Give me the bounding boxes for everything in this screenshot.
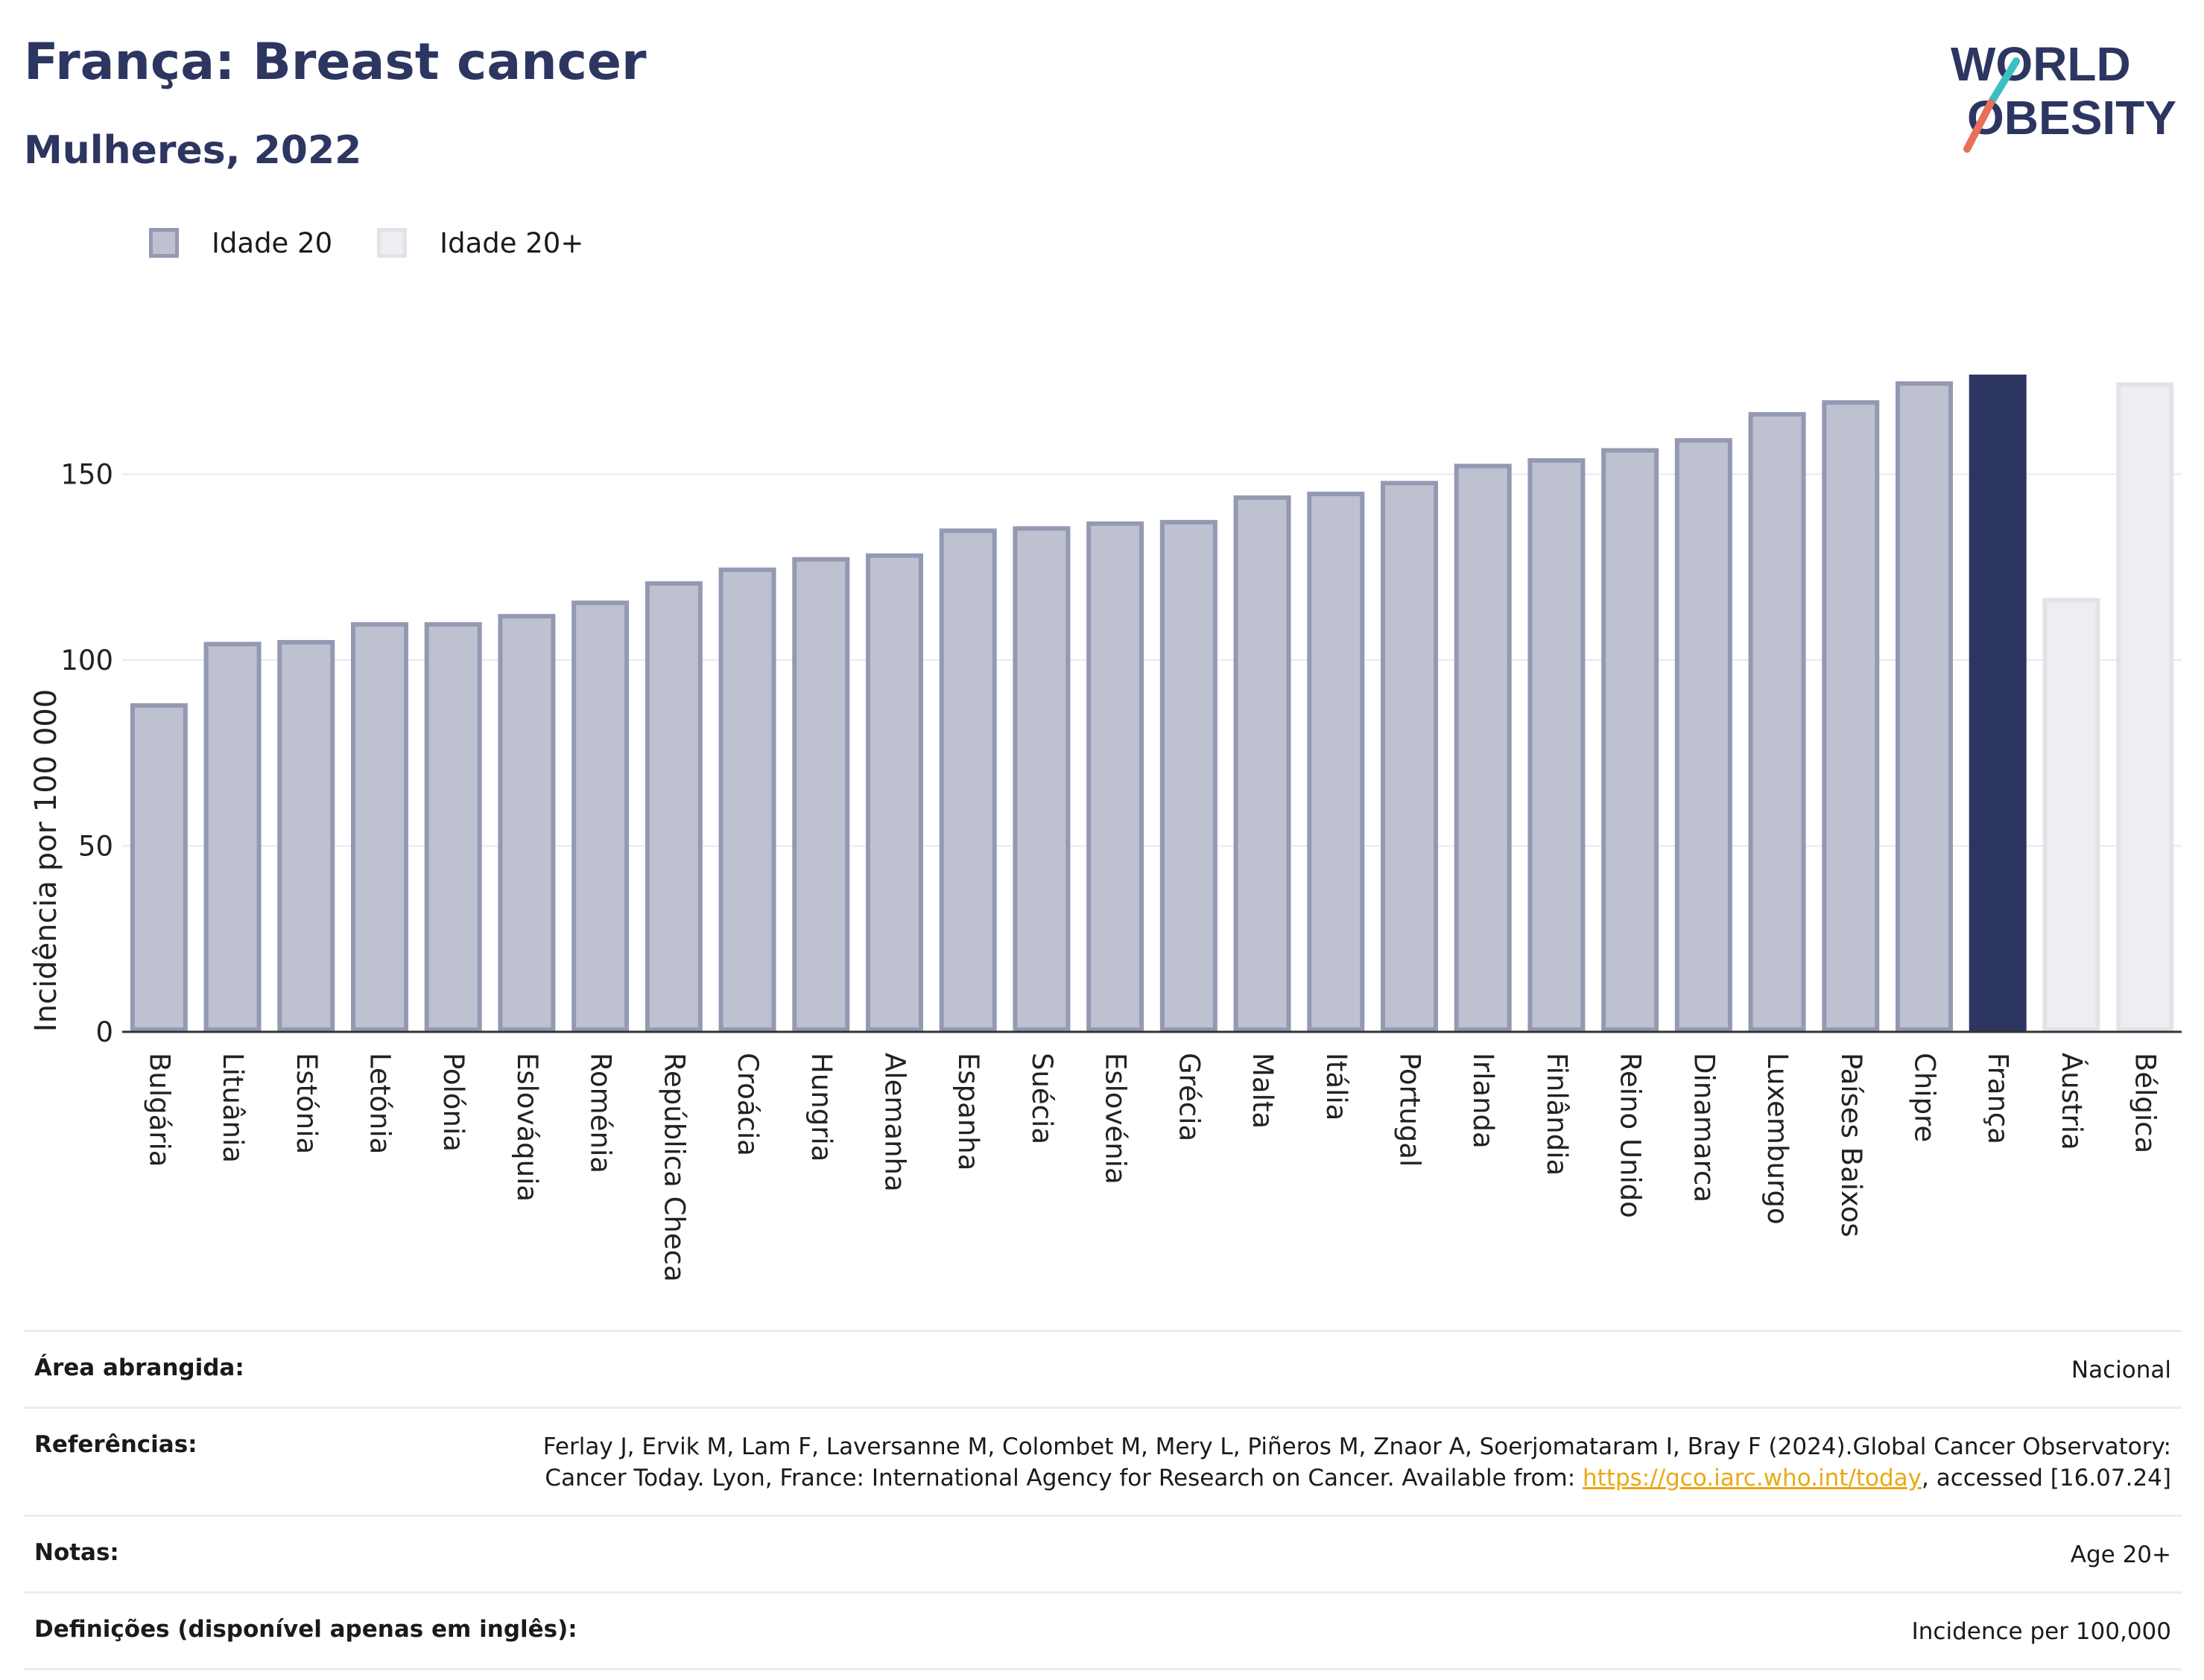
bar-estónia bbox=[277, 640, 335, 1032]
legend: Idade 20 Idade 20+ bbox=[149, 224, 628, 262]
legend-item-age20plus[interactable]: Idade 20+ bbox=[377, 227, 583, 259]
y-axis-label: Incidência por 100 000 bbox=[29, 689, 63, 1032]
info-row-area: Área abrangida: Nacional bbox=[24, 1330, 2182, 1407]
x-tick-label: Irlanda bbox=[1467, 1053, 1499, 1149]
x-tick-label: Itália bbox=[1320, 1053, 1352, 1120]
bar-itália bbox=[1307, 491, 1365, 1032]
x-tick-label: Hungria bbox=[805, 1053, 837, 1161]
legend-swatch-age20 bbox=[149, 228, 179, 258]
x-tick-label: Dinamarca bbox=[1688, 1053, 1720, 1202]
bar-croácia bbox=[718, 567, 776, 1032]
x-tick-label: Croácia bbox=[732, 1053, 764, 1156]
y-tick-label: 100 bbox=[60, 644, 113, 676]
x-tick-label: República Checa bbox=[658, 1053, 690, 1282]
x-tick-label: Áustria bbox=[2056, 1053, 2089, 1150]
bar-grécia bbox=[1159, 519, 1217, 1032]
x-tick-label: Alemanha bbox=[879, 1053, 911, 1192]
references-label: Referências: bbox=[34, 1431, 197, 1458]
area-label: Área abrangida: bbox=[34, 1354, 244, 1381]
x-tick-label: Espanha bbox=[952, 1053, 984, 1170]
x-tick-label: Portugal bbox=[1394, 1053, 1426, 1167]
info-row-references: Referências: Ferlay J, Ervik M, Lam F, L… bbox=[24, 1407, 2182, 1515]
y-tick-label: 50 bbox=[78, 831, 113, 863]
bar-finlândia bbox=[1527, 458, 1586, 1032]
bar-letónia bbox=[351, 622, 408, 1032]
y-tick-label: 0 bbox=[95, 1016, 113, 1048]
bar-polónia bbox=[424, 622, 482, 1032]
logo-slash-coral bbox=[1963, 99, 1995, 153]
bar-frança bbox=[1969, 374, 2027, 1032]
info-row-notes: Notas: Age 20+ bbox=[24, 1515, 2182, 1591]
x-tick-label: Eslovénia bbox=[1100, 1053, 1132, 1185]
legend-swatch-age20plus bbox=[377, 228, 408, 258]
bar-eslovénia bbox=[1086, 521, 1144, 1032]
logo-text-obesity: OBESITY bbox=[1967, 91, 2176, 145]
logo-slash-teal bbox=[1987, 57, 2020, 107]
chart-title: França: Breast cancer bbox=[24, 33, 647, 92]
definitions-value: Incidence per 100,000 bbox=[1911, 1618, 2171, 1645]
legend-label-age20: Idade 20 bbox=[212, 226, 333, 259]
y-tick-label: 150 bbox=[60, 459, 113, 491]
bar-eslováquia bbox=[498, 614, 556, 1032]
bar-lituânia bbox=[203, 641, 262, 1032]
chart-subtitle: Mulheres, 2022 bbox=[24, 128, 362, 173]
bar-reino-unido bbox=[1601, 448, 1659, 1032]
notes-value: Age 20+ bbox=[2070, 1541, 2171, 1568]
references-accessed: , accessed [16.07.24] bbox=[1921, 1465, 2171, 1492]
bar-bélgica bbox=[2116, 382, 2174, 1032]
x-tick-label: Grécia bbox=[1173, 1053, 1205, 1141]
references-link[interactable]: https://gco.iarc.who.int/today bbox=[1583, 1465, 1922, 1492]
bar-dinamarca bbox=[1674, 438, 1732, 1033]
bar-chart: 0 50 100 150 Incidência por 100 000 Bulgária L… bbox=[29, 374, 2182, 1282]
x-tick-label: Estónia bbox=[291, 1053, 323, 1154]
x-tick-label: Bélgica bbox=[2129, 1053, 2162, 1153]
x-tick-label: Luxemburgo bbox=[1761, 1053, 1793, 1225]
bar-espanha bbox=[939, 528, 997, 1032]
x-tick-label: Reino Unido bbox=[1615, 1053, 1647, 1218]
logo-text-world: WORLD bbox=[1951, 37, 2131, 91]
area-value: Nacional bbox=[2071, 1357, 2171, 1383]
x-tick-label: Eslováquia bbox=[511, 1053, 543, 1202]
references-value: Ferlay J, Ervik M, Lam F, Laversanne M, … bbox=[457, 1431, 2171, 1494]
x-tick-label: Letónia bbox=[364, 1053, 396, 1154]
bar-roménia bbox=[571, 600, 630, 1033]
x-tick-label: Lituânia bbox=[217, 1053, 249, 1163]
definitions-label: Definições (disponível apenas em inglês)… bbox=[34, 1616, 577, 1643]
bar-luxemburgo bbox=[1748, 412, 1806, 1033]
bar-portugal bbox=[1381, 481, 1438, 1032]
bar-república-checa bbox=[645, 581, 703, 1033]
x-tick-label: Suécia bbox=[1026, 1053, 1058, 1144]
x-tick-label: Finlândia bbox=[1541, 1053, 1573, 1176]
x-tick-label: França bbox=[1982, 1053, 2014, 1144]
bar-malta bbox=[1233, 495, 1291, 1032]
bar-chipre bbox=[1896, 381, 1953, 1032]
bar-hungria bbox=[792, 557, 850, 1033]
bar-suécia bbox=[1013, 526, 1071, 1032]
bar-áustria bbox=[2042, 597, 2100, 1032]
x-tick-label: Bulgária bbox=[143, 1053, 175, 1167]
references-text: Ferlay J, Ervik M, Lam F, Laversanne M, … bbox=[542, 1433, 2171, 1492]
x-tick-label: Roménia bbox=[585, 1053, 617, 1173]
bar-bulgária bbox=[130, 703, 188, 1032]
bar-países-baixos bbox=[1822, 400, 1880, 1033]
bar-alemanha bbox=[866, 553, 923, 1032]
x-tick-label: Chipre bbox=[1909, 1053, 1941, 1142]
legend-label-age20plus: Idade 20+ bbox=[440, 226, 584, 259]
legend-item-age20[interactable]: Idade 20 bbox=[149, 227, 332, 259]
world-obesity-logo: WORLD OBESITY bbox=[1951, 37, 2176, 153]
bar-irlanda bbox=[1454, 463, 1512, 1032]
notes-label: Notas: bbox=[34, 1539, 119, 1566]
x-tick-label: Países Baixos bbox=[1835, 1053, 1867, 1237]
info-table: Área abrangida: Nacional Referências: Fe… bbox=[24, 1330, 2182, 1670]
x-tick-label: Polónia bbox=[437, 1053, 469, 1152]
x-tick-label: Malta bbox=[1247, 1053, 1279, 1129]
info-row-definitions: Definições (disponível apenas em inglês)… bbox=[24, 1591, 2182, 1670]
